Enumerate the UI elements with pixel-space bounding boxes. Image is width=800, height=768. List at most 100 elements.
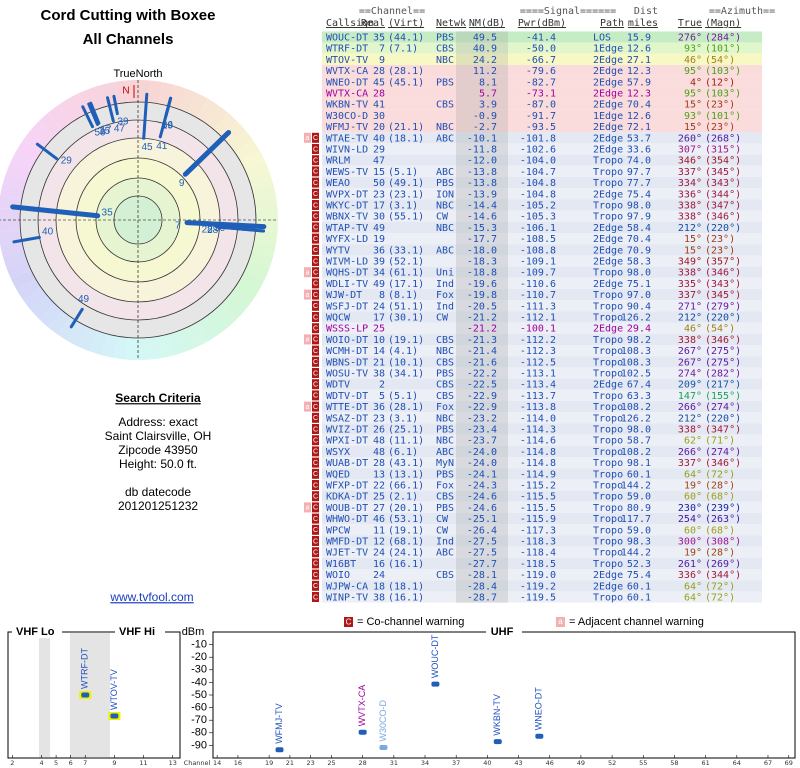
table-cell: 40 bbox=[373, 133, 385, 144]
table-cell: Tropo bbox=[593, 156, 623, 167]
table-cell: 276° bbox=[678, 33, 702, 44]
table-cell: 2Edge bbox=[593, 223, 623, 234]
table-cell: NBC bbox=[436, 346, 454, 357]
table-cell: Tropo bbox=[593, 178, 623, 189]
table-cell: NBC bbox=[436, 122, 454, 133]
direction-ring bbox=[90, 330, 108, 356]
warning-icon: C bbox=[313, 370, 318, 377]
table-cell: LOS bbox=[593, 33, 611, 44]
row-background bbox=[322, 345, 762, 357]
table-cell: (45.1) bbox=[388, 77, 424, 88]
table-cell: -117.3 bbox=[520, 525, 556, 536]
table-cell: -115.5 bbox=[520, 492, 556, 503]
table-cell: WTAE-TV bbox=[326, 133, 368, 144]
table-cell: W30CO-D bbox=[326, 111, 368, 122]
table-cell: NBC bbox=[436, 201, 454, 212]
site-link[interactable]: www.tvfool.com bbox=[109, 590, 193, 604]
warning-icon-box bbox=[312, 356, 319, 367]
table-cell: 336° bbox=[678, 189, 702, 200]
table-cell: -2.7 bbox=[473, 122, 497, 133]
x-tick-label: 13 bbox=[169, 759, 177, 767]
warning-icon: C bbox=[313, 225, 318, 232]
table-cell: -12.0 bbox=[467, 156, 497, 167]
x-tick-label: 55 bbox=[639, 759, 647, 767]
table-cell: Tropo bbox=[593, 503, 623, 514]
table-cell: (28.1) bbox=[388, 402, 424, 413]
table-cell: 2 bbox=[379, 380, 385, 391]
table-cell: Ind bbox=[436, 279, 454, 290]
band-label: VHF Hi bbox=[119, 626, 155, 638]
table-cell: -21.4 bbox=[467, 346, 497, 357]
table-cell: -28.4 bbox=[467, 581, 497, 592]
table-cell: WEAO bbox=[326, 178, 350, 189]
table-cell: 59.0 bbox=[627, 525, 651, 536]
table-cell: 57.9 bbox=[627, 77, 651, 88]
direction-ring bbox=[30, 295, 55, 319]
row-background bbox=[322, 423, 762, 435]
table-cell: 90.4 bbox=[627, 301, 651, 312]
table-cell: 144.2 bbox=[621, 481, 651, 492]
table-cell: (23°) bbox=[705, 100, 735, 111]
table-cell: (5.1) bbox=[388, 391, 418, 402]
table-cell: (275°) bbox=[705, 357, 741, 368]
table-cell: -104.8 bbox=[520, 178, 556, 189]
x-axis-label: Channel bbox=[184, 759, 211, 767]
warning-icon-box bbox=[312, 289, 319, 300]
table-cell: 98.0 bbox=[627, 425, 651, 436]
table-cell: (2.1) bbox=[388, 492, 418, 503]
column-header: True bbox=[678, 18, 702, 29]
table-cell: (220°) bbox=[705, 413, 741, 424]
table-cell: -19.8 bbox=[467, 290, 497, 301]
search-line: Saint Clairsville, OH bbox=[105, 429, 212, 443]
table-cell: CBS bbox=[436, 492, 454, 503]
warning-icon-box bbox=[312, 536, 319, 546]
table-cell: (18.1) bbox=[388, 581, 424, 592]
table-cell: WTAP-TV bbox=[326, 223, 368, 234]
table-cell: CW bbox=[436, 212, 449, 223]
table-cell: Ind bbox=[436, 537, 454, 548]
table-cell: (28.1) bbox=[388, 66, 424, 77]
table-cell: -115.2 bbox=[520, 481, 556, 492]
warning-icon-box bbox=[312, 379, 319, 390]
table-cell: 5.7 bbox=[479, 89, 497, 100]
table-cell: 108.2 bbox=[621, 447, 651, 458]
table-cell: 48 bbox=[373, 436, 385, 447]
table-cell: Tropo bbox=[593, 290, 623, 301]
station-bar bbox=[87, 102, 99, 126]
warning-icon-box bbox=[312, 312, 319, 322]
x-tick-label: 64 bbox=[733, 759, 741, 767]
table-cell: -18.8 bbox=[467, 268, 497, 279]
table-cell: Tropo bbox=[593, 469, 623, 480]
warning-icon-box bbox=[312, 580, 319, 591]
signal-marker bbox=[535, 733, 544, 739]
direction-ring bbox=[158, 82, 175, 107]
warning-icon: C bbox=[313, 494, 318, 501]
table-cell: Tropo bbox=[593, 525, 623, 536]
table-cell: 13 bbox=[373, 469, 385, 480]
table-cell: 98.1 bbox=[627, 458, 651, 469]
table-cell: 30 bbox=[373, 212, 385, 223]
table-cell: -26.4 bbox=[467, 525, 497, 536]
table-cell: 346° bbox=[678, 156, 702, 167]
row-background bbox=[322, 42, 762, 54]
table-cell: WKYC-DT bbox=[326, 201, 368, 212]
warning-icon-box bbox=[312, 569, 319, 580]
table-cell: -115.5 bbox=[520, 503, 556, 514]
signal-marker bbox=[81, 692, 90, 698]
table-cell: -24.6 bbox=[467, 503, 497, 514]
table-cell: Ind bbox=[436, 301, 454, 312]
table-cell: 75.1 bbox=[627, 279, 651, 290]
table-cell: 14 bbox=[373, 346, 385, 357]
table-cell: (23°) bbox=[705, 234, 735, 245]
band-label: VHF Lo bbox=[16, 626, 55, 638]
table-cell: -118.5 bbox=[520, 559, 556, 570]
warning-icon: C bbox=[313, 594, 318, 601]
table-cell: 300° bbox=[678, 537, 702, 548]
table-cell: -0.9 bbox=[473, 111, 497, 122]
table-cell: 64° bbox=[684, 593, 702, 604]
warning-icon: C bbox=[313, 471, 318, 478]
x-tick-label: 21 bbox=[286, 759, 294, 767]
table-cell: 58.4 bbox=[627, 223, 651, 234]
table-cell: (346°) bbox=[705, 335, 741, 346]
table-cell: Tropo bbox=[593, 391, 623, 402]
